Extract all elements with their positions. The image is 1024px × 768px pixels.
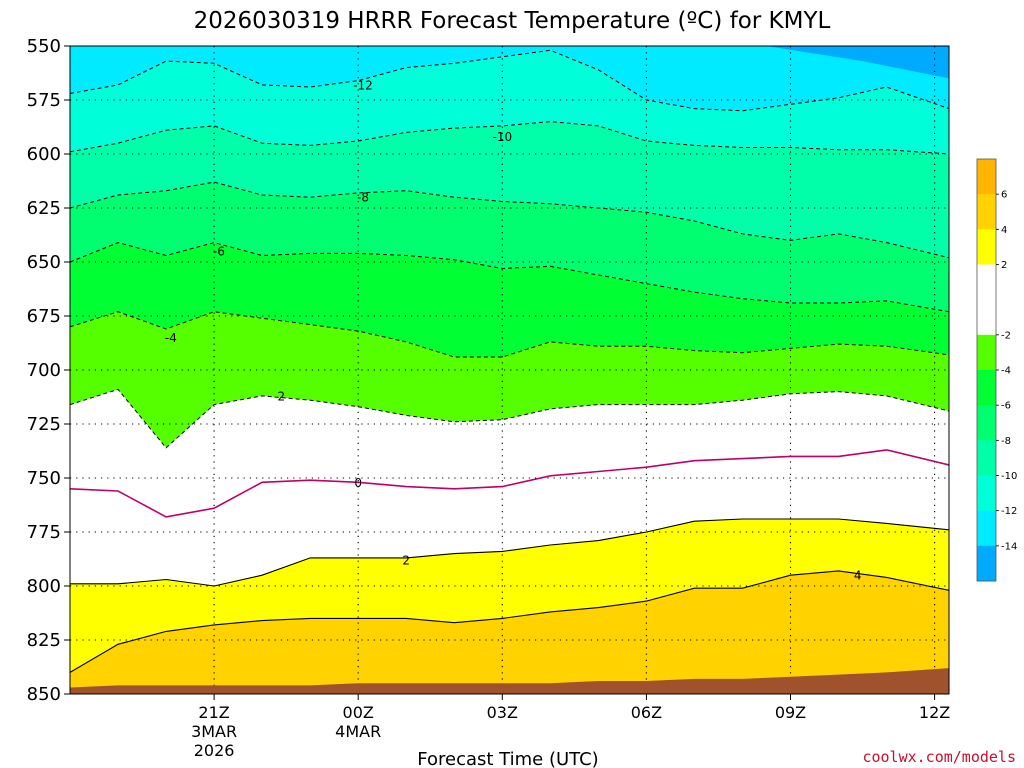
colorbar-swatch — [977, 370, 996, 406]
isotherm-line — [70, 181, 949, 259]
band-4-to-6 — [70, 570, 949, 694]
x-tick-label: 3MAR — [191, 722, 237, 741]
colorbar-label: -4 — [1001, 366, 1011, 377]
isotherm-line — [70, 388, 949, 449]
isotherm-label: -4 — [165, 331, 177, 345]
y-tick-label: 625 — [27, 198, 61, 219]
isotherm-label: -8 — [357, 191, 369, 205]
colorbar-label: -2 — [1001, 330, 1011, 341]
colorbar-swatch — [977, 440, 996, 476]
credit-text: coolwx.com/models — [862, 748, 1016, 766]
colorbar-swatch — [977, 194, 996, 230]
band-minus6-to-minus4 — [70, 242, 949, 357]
x-tick-label: 2026 — [194, 741, 235, 760]
isotherm-line — [70, 518, 949, 587]
y-tick-label: 800 — [27, 576, 61, 597]
isotherm-line — [70, 242, 949, 313]
y-tick-label: 850 — [27, 684, 61, 705]
colorbar-label: -12 — [1001, 506, 1017, 517]
chart-title: 2026030319 HRRR Forecast Temperature (ºC… — [194, 8, 831, 34]
band-minus8-to-minus6 — [70, 182, 949, 312]
colorbar: 6 4 2 -2 -4 -6 -8 -10 -12 -14 — [976, 158, 1017, 582]
x-tick-label: 03Z — [487, 703, 518, 722]
y-tick-label: 575 — [27, 90, 61, 111]
colorbar-label: -14 — [1001, 541, 1017, 552]
y-tick-label: 750 — [27, 468, 61, 489]
colorbar-swatch — [977, 299, 996, 336]
colorbar-swatch — [977, 334, 996, 371]
colorbar-label: -8 — [1001, 436, 1011, 447]
x-tick-label: 21Z — [198, 703, 229, 722]
band-below-minus14 — [680, 46, 949, 79]
x-tick-label: 4MAR — [335, 722, 381, 741]
isotherm-label: 2 — [278, 389, 286, 403]
band-minus12-to-minus10 — [70, 50, 949, 154]
y-tick-label: 725 — [27, 414, 61, 435]
isotherm-line — [70, 449, 949, 518]
x-tick-label: 12Z — [919, 703, 950, 722]
isotherm-labels: -12 -10 -8 -6 -4 2 0 2 4 — [165, 78, 862, 583]
band-minus2-to-2 — [70, 389, 949, 586]
colorbar-swatch — [977, 264, 996, 301]
isotherm-label: -12 — [353, 78, 373, 92]
temperature-fill-bands — [70, 46, 949, 694]
isotherm-line — [70, 49, 949, 112]
colorbar-swatch — [977, 405, 996, 441]
y-tick-label: 600 — [27, 144, 61, 165]
colorbar-swatch — [977, 545, 996, 582]
colorbar-label: 4 — [1001, 225, 1007, 236]
band-minus10-to-minus8 — [70, 121, 949, 258]
isotherm-label: 4 — [854, 569, 862, 583]
y-tick-label: 650 — [27, 252, 61, 273]
y-tick-label: 675 — [27, 306, 61, 327]
isotherm-line — [70, 570, 949, 673]
isotherm-label: 0 — [354, 476, 362, 490]
isotherm-label: -6 — [213, 245, 225, 259]
colorbar-swatch — [977, 510, 996, 547]
x-tick-label: 06Z — [631, 703, 662, 722]
band-minus14-to-minus12 — [70, 46, 949, 111]
isotherm-line — [70, 311, 949, 358]
x-tick-label: 09Z — [775, 703, 806, 722]
ground-surface — [70, 668, 949, 694]
x-axis-label: Forecast Time (UTC) — [417, 749, 598, 768]
y-tick-label: 700 — [27, 360, 61, 381]
isotherm-label: -10 — [492, 130, 512, 144]
band-minus4-to-minus2 — [70, 311, 949, 448]
isotherm-label: 2 — [402, 554, 410, 568]
colorbar-label: 2 — [1001, 260, 1007, 271]
colorbar-label: -10 — [1001, 471, 1017, 482]
ground-fill — [70, 668, 949, 694]
y-tick-label: 775 — [27, 522, 61, 543]
colorbar-swatch — [977, 475, 996, 512]
colorbar-swatch — [977, 159, 996, 195]
band-2-to-4 — [70, 519, 949, 673]
colorbar-label: -6 — [1001, 401, 1011, 412]
y-tick-label: 550 — [27, 36, 61, 57]
colorbar-swatch — [977, 229, 996, 265]
colorbar-label: 6 — [1001, 190, 1007, 201]
y-axis-ticks: 550 575 600 625 650 675 700 725 750 775 800 825 850 — [27, 36, 70, 705]
y-tick-label: 825 — [27, 630, 61, 651]
x-tick-label: 00Z — [343, 703, 374, 722]
isotherm-line — [70, 121, 949, 155]
